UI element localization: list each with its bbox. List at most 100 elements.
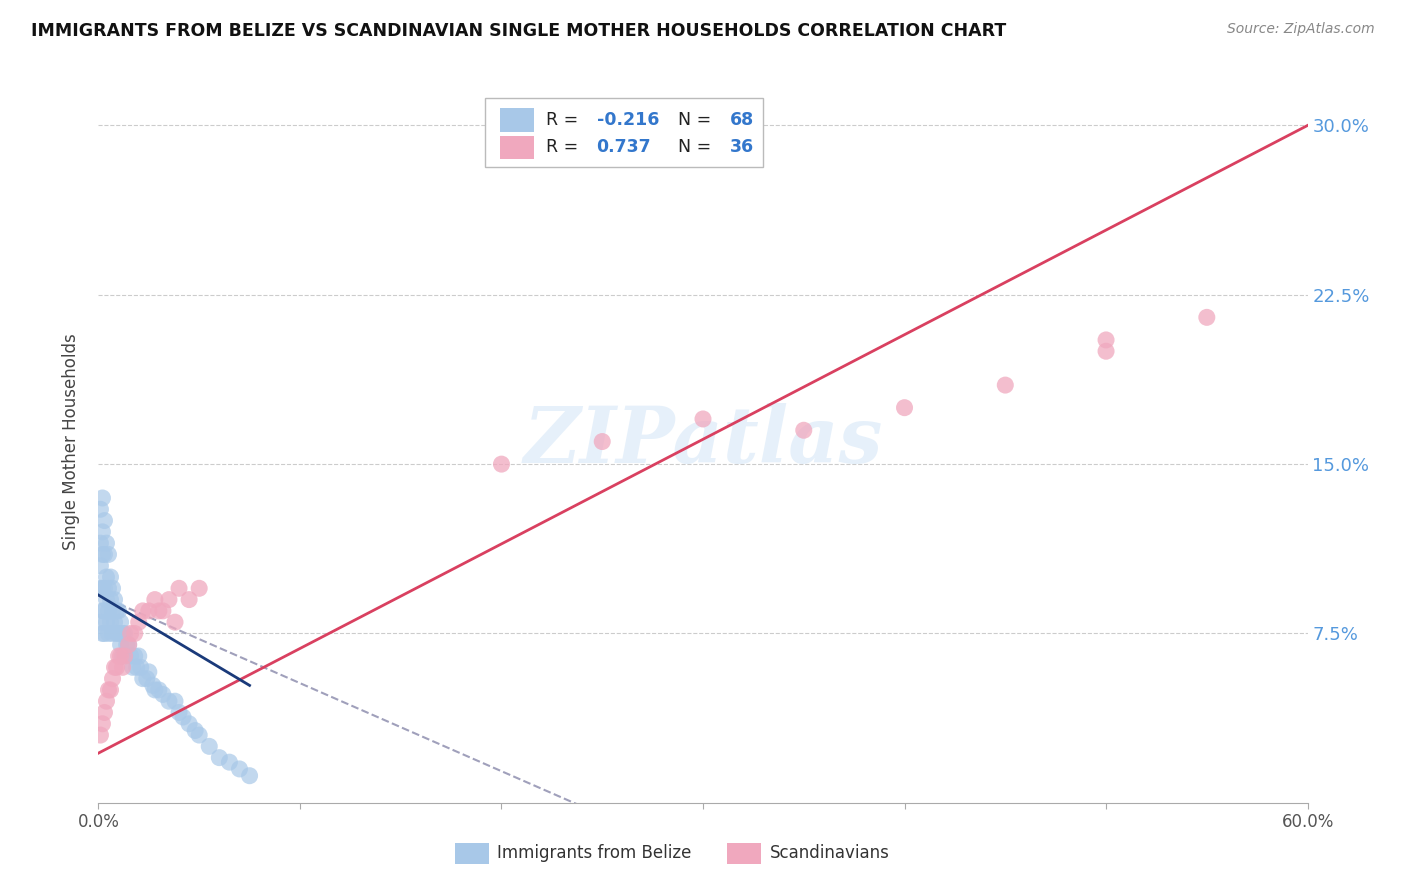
Text: N =: N = — [666, 138, 717, 156]
Y-axis label: Single Mother Households: Single Mother Households — [62, 334, 80, 549]
Point — [93, 548, 115, 562]
Text: ZIPatlas: ZIPatlas — [523, 403, 883, 480]
Point — [97, 582, 120, 596]
Point — [157, 592, 180, 607]
Point — [152, 604, 174, 618]
Point — [100, 615, 122, 630]
Point — [893, 401, 915, 415]
Point — [1095, 333, 1118, 347]
FancyBboxPatch shape — [501, 136, 534, 159]
Point — [692, 412, 714, 426]
Point — [89, 582, 111, 596]
Point — [163, 615, 186, 630]
Point — [93, 706, 115, 720]
Point — [101, 604, 124, 618]
Point — [157, 694, 180, 708]
Point — [143, 682, 166, 697]
Point — [105, 626, 128, 640]
Point — [198, 739, 221, 754]
Point — [218, 755, 240, 769]
Point — [100, 570, 122, 584]
Point — [138, 665, 160, 679]
Point — [91, 524, 114, 539]
FancyBboxPatch shape — [456, 843, 489, 864]
Point — [124, 648, 146, 663]
Text: Source: ZipAtlas.com: Source: ZipAtlas.com — [1227, 22, 1375, 37]
Point — [89, 728, 111, 742]
Point — [110, 638, 132, 652]
Point — [93, 626, 115, 640]
Point — [111, 660, 134, 674]
Point — [105, 660, 128, 674]
Point — [135, 672, 157, 686]
Point — [107, 626, 129, 640]
Point — [132, 604, 155, 618]
Point — [97, 682, 120, 697]
Point — [89, 536, 111, 550]
FancyBboxPatch shape — [727, 843, 761, 864]
Point — [97, 548, 120, 562]
Point — [105, 604, 128, 618]
Point — [179, 592, 201, 607]
Point — [100, 592, 122, 607]
Point — [184, 723, 207, 738]
Point — [1095, 344, 1118, 359]
Point — [107, 604, 129, 618]
Point — [128, 648, 150, 663]
Point — [91, 716, 114, 731]
Point — [89, 502, 111, 516]
Point — [111, 648, 134, 663]
Point — [163, 694, 186, 708]
Point — [148, 604, 170, 618]
Point — [167, 706, 190, 720]
Point — [93, 582, 115, 596]
Point — [96, 570, 118, 584]
Text: -0.216: -0.216 — [596, 111, 659, 129]
Point — [132, 672, 155, 686]
Point — [103, 660, 125, 674]
Point — [97, 604, 120, 618]
Point — [172, 710, 194, 724]
Point — [91, 604, 114, 618]
Point — [93, 514, 115, 528]
Point — [89, 558, 111, 573]
Point — [138, 604, 160, 618]
Point — [91, 582, 114, 596]
Point — [96, 694, 118, 708]
Point — [152, 687, 174, 701]
Point — [1195, 310, 1218, 325]
Point — [118, 638, 141, 652]
Point — [91, 548, 114, 562]
Point — [143, 592, 166, 607]
Point — [118, 638, 141, 652]
Point — [110, 615, 132, 630]
Point — [101, 582, 124, 596]
Point — [103, 592, 125, 607]
Point — [93, 604, 115, 618]
Point — [228, 762, 250, 776]
Point — [188, 582, 211, 596]
Point — [128, 615, 150, 630]
Text: IMMIGRANTS FROM BELIZE VS SCANDINAVIAN SINGLE MOTHER HOUSEHOLDS CORRELATION CHAR: IMMIGRANTS FROM BELIZE VS SCANDINAVIAN S… — [31, 22, 1007, 40]
Point — [994, 378, 1017, 392]
Point — [208, 750, 231, 764]
Point — [101, 672, 124, 686]
Point — [167, 582, 190, 596]
Text: R =: R = — [546, 111, 583, 129]
Text: R =: R = — [546, 138, 589, 156]
Text: 68: 68 — [730, 111, 754, 129]
Point — [121, 660, 143, 674]
Point — [97, 626, 120, 640]
Point — [129, 660, 152, 674]
Point — [111, 626, 134, 640]
Point — [107, 648, 129, 663]
Text: Immigrants from Belize: Immigrants from Belize — [498, 845, 692, 863]
Point — [96, 592, 118, 607]
Point — [114, 648, 136, 663]
Point — [103, 615, 125, 630]
Point — [96, 615, 118, 630]
Point — [591, 434, 613, 449]
Point — [124, 626, 146, 640]
Point — [120, 648, 142, 663]
Point — [96, 536, 118, 550]
